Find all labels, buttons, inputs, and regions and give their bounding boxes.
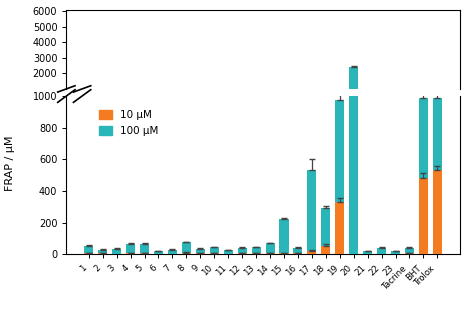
Bar xyxy=(433,97,442,254)
Bar xyxy=(335,89,344,104)
Bar xyxy=(196,249,205,254)
Bar xyxy=(182,103,191,104)
Bar xyxy=(126,244,135,254)
Bar xyxy=(391,251,400,254)
Bar xyxy=(210,247,219,254)
Bar xyxy=(363,251,372,254)
Bar xyxy=(433,96,442,104)
Bar xyxy=(349,0,358,254)
Bar xyxy=(335,100,344,254)
Bar xyxy=(252,247,261,254)
Bar xyxy=(419,97,428,104)
Bar xyxy=(307,170,317,254)
Bar xyxy=(154,251,163,254)
Text: FRAP / μM: FRAP / μM xyxy=(5,135,15,191)
Bar xyxy=(321,208,330,254)
Bar xyxy=(280,101,289,104)
Bar xyxy=(182,243,191,254)
Bar xyxy=(140,244,149,254)
Bar xyxy=(293,248,302,254)
Legend: 10 μM, 100 μM: 10 μM, 100 μM xyxy=(95,106,163,140)
Bar xyxy=(126,103,135,104)
Bar xyxy=(433,170,442,254)
Bar xyxy=(307,251,317,254)
Bar xyxy=(335,202,344,254)
Bar xyxy=(126,253,135,254)
Bar xyxy=(377,248,386,254)
Bar xyxy=(405,248,414,254)
Bar xyxy=(168,249,177,254)
Bar xyxy=(182,253,191,254)
Bar xyxy=(349,67,358,104)
Bar xyxy=(224,250,233,254)
Bar xyxy=(419,89,428,104)
Bar xyxy=(98,249,107,254)
Bar xyxy=(112,249,121,254)
Bar xyxy=(265,103,274,104)
Bar xyxy=(433,89,442,104)
Bar xyxy=(335,99,344,104)
Bar xyxy=(84,245,93,254)
Bar xyxy=(419,178,428,254)
Bar xyxy=(265,243,274,254)
Bar xyxy=(321,100,330,104)
Bar xyxy=(140,103,149,104)
Bar xyxy=(307,96,317,104)
Bar xyxy=(237,248,246,254)
Bar xyxy=(280,219,289,254)
Bar xyxy=(321,246,330,254)
Bar xyxy=(419,97,428,254)
